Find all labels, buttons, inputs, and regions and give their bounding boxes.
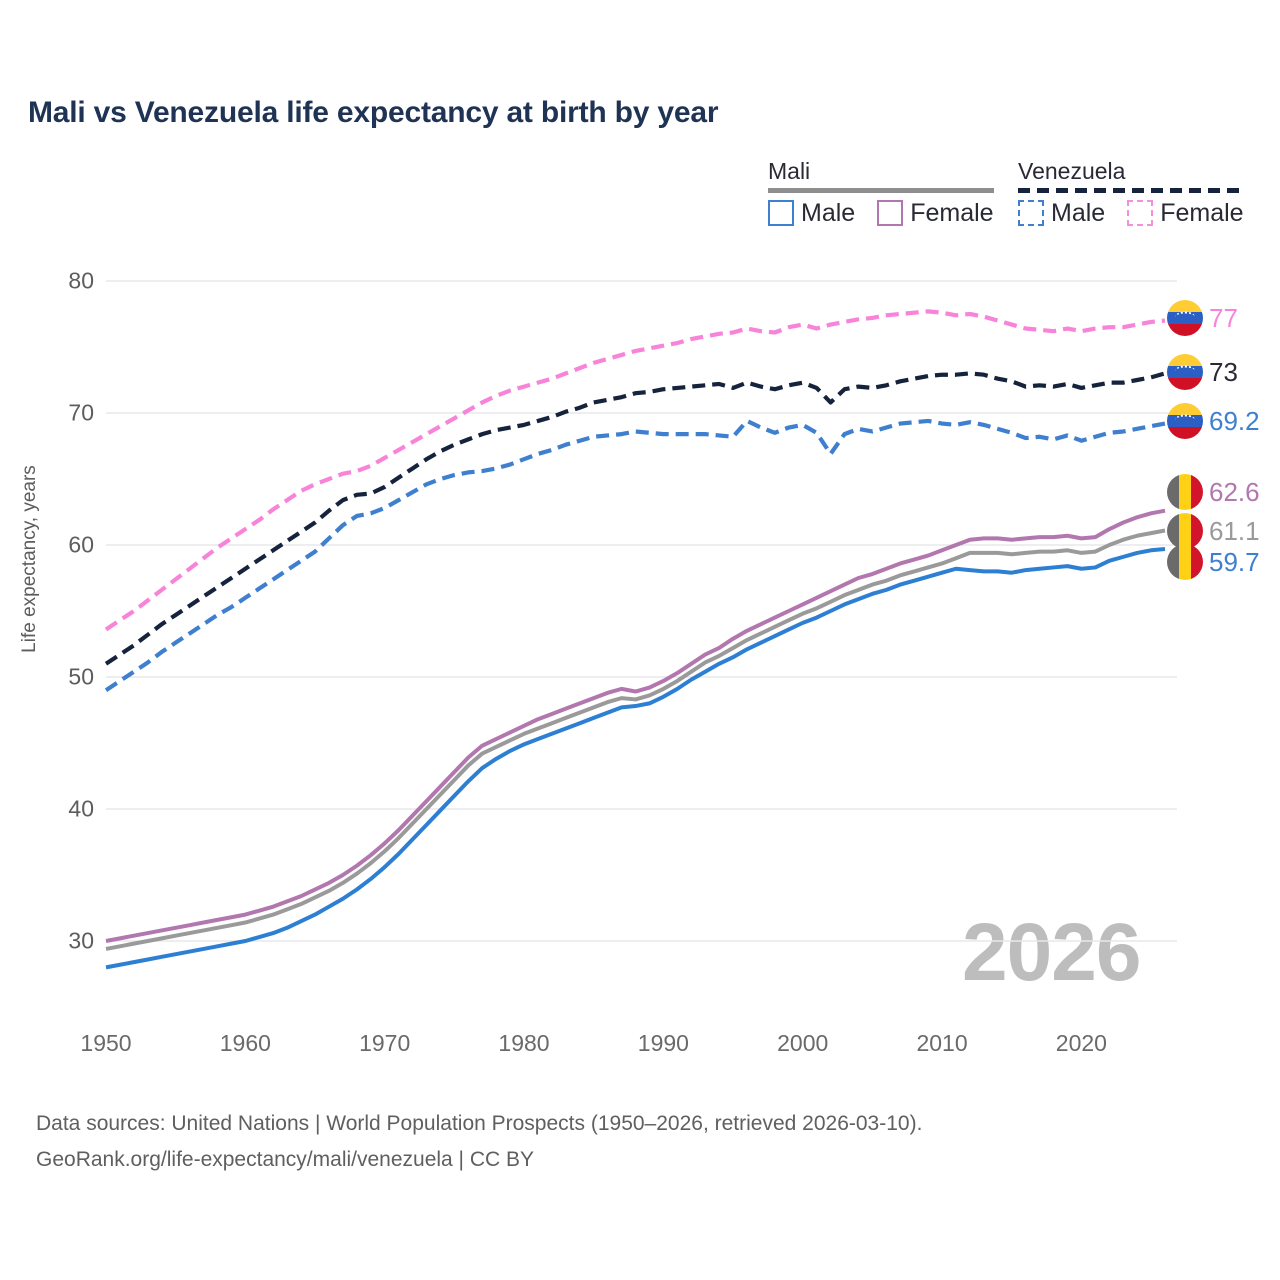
legend-swatch-mali-female — [877, 200, 904, 226]
mali-flag — [1167, 544, 1203, 580]
series-line-mali-male — [105, 546, 1166, 970]
venezuela-flag — [1167, 300, 1203, 336]
legend-label-mali-male: Male — [801, 199, 856, 227]
x-tick-1990: 1990 — [637, 1030, 689, 1056]
footer-line-attribution[interactable]: GeoRank.org/life-expectancy/mali/venezue… — [36, 1148, 535, 1171]
y-tick-40: 40 — [68, 795, 94, 822]
legend-label-mali-female: Female — [910, 199, 994, 227]
mali-flag — [1167, 474, 1203, 510]
y-tick-50: 50 — [68, 663, 94, 690]
end-label-value: 77 — [1209, 302, 1238, 333]
legend-group-venezuela: Venezuela Male Female — [1018, 158, 1244, 226]
venezuela-flag — [1167, 403, 1203, 439]
x-tick-2000: 2000 — [777, 1030, 829, 1056]
series-line-venezuela-male — [104, 418, 1166, 692]
mali-flag — [1167, 513, 1203, 549]
legend-label-venezuela-female: Female — [1160, 199, 1244, 227]
legend-swatch-venezuela-female — [1127, 200, 1154, 226]
end-label-venezuela-0: 77 — [1167, 300, 1238, 336]
end-label-venezuela-2: 69.2 — [1167, 403, 1260, 439]
legend-item-mali-male[interactable]: Male — [768, 200, 855, 226]
y-tick-70: 70 — [68, 399, 94, 426]
x-tick-1950: 1950 — [80, 1030, 132, 1056]
legend-country-venezuela: Venezuela — [1018, 158, 1126, 184]
end-label-mali-5: 59.7 — [1167, 544, 1260, 580]
year-watermark: 2026 — [962, 907, 1141, 998]
venezuela-flag — [1167, 354, 1203, 390]
x-tick-1970: 1970 — [359, 1030, 411, 1056]
chart-legend: Mali Male Female Venezuela Male — [760, 158, 1260, 238]
end-label-mali-4: 61.1 — [1167, 513, 1260, 549]
legend-group-mali: Mali Male Female — [768, 158, 994, 226]
y-tick-80: 80 — [68, 267, 94, 294]
footer: Data sources: United Nations | World Pop… — [36, 1106, 922, 1178]
end-label-mali-3: 62.6 — [1167, 474, 1260, 510]
legend-swatch-mali-male — [768, 200, 794, 226]
footer-line-sources: Data sources: United Nations | World Pop… — [36, 1112, 923, 1135]
legend-swatch-venezuela-male — [1018, 200, 1044, 226]
end-label-value: 61.1 — [1209, 515, 1260, 546]
page-title: Mali vs Venezuela life expectancy at bir… — [28, 96, 719, 129]
series-line-venezuela-total — [104, 371, 1166, 666]
legend-country-mali: Mali — [768, 158, 811, 184]
end-label-value: 73 — [1209, 356, 1238, 387]
x-tick-2010: 2010 — [916, 1030, 968, 1056]
x-tick-1980: 1980 — [498, 1030, 550, 1056]
series-line-mali-female — [105, 508, 1166, 943]
legend-label-venezuela-male: Male — [1051, 199, 1106, 227]
end-label-venezuela-1: 73 — [1167, 354, 1238, 390]
legend-rule-venezuela — [1018, 188, 1244, 193]
legend-item-venezuela-female[interactable]: Female — [1127, 199, 1244, 227]
legend-item-mali-female[interactable]: Female — [877, 199, 994, 227]
y-tick-30: 30 — [68, 927, 94, 954]
legend-item-venezuela-male[interactable]: Male — [1018, 200, 1105, 226]
x-tick-1960: 1960 — [219, 1030, 271, 1056]
x-tick-2020: 2020 — [1055, 1030, 1107, 1056]
y-tick-60: 60 — [68, 531, 94, 558]
end-label-value: 59.7 — [1209, 546, 1260, 577]
series-line-mali-total — [105, 528, 1166, 951]
series-line-venezuela-female — [104, 309, 1166, 632]
legend-rule-mali — [768, 188, 994, 193]
end-label-value: 69.2 — [1209, 405, 1260, 436]
end-label-value: 62.6 — [1209, 476, 1260, 507]
